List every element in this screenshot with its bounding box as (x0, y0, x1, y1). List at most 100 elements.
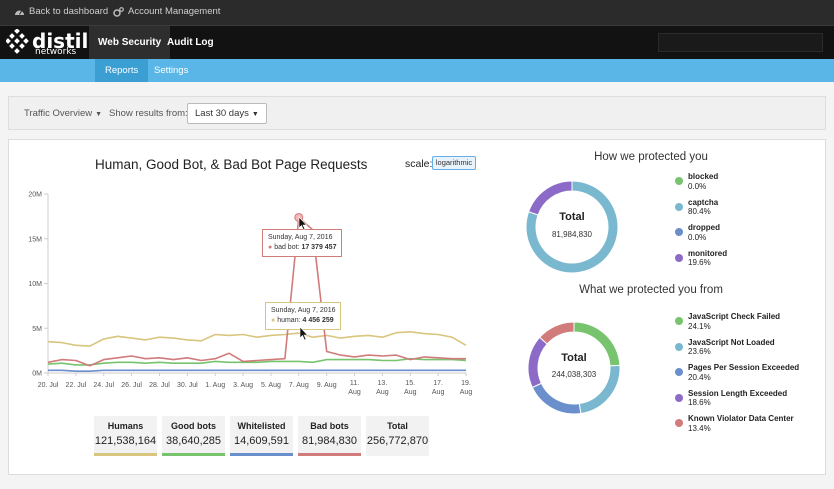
chart-title: Human, Good Bot, & Bad Bot Page Requests (95, 157, 368, 172)
legend-pct: 18.6% (688, 398, 711, 407)
y-tick-label: 5M (32, 326, 42, 333)
caret-down-icon: ▼ (251, 111, 259, 118)
total-whitelisted: Whitelisted 14,609,591 (230, 416, 293, 456)
legend-item[interactable]: JavaScript Not Loaded 23.6% (688, 338, 775, 357)
x-tick-label: 11. Aug (348, 380, 361, 396)
x-tick-label: 13. Aug (376, 380, 389, 396)
y-tick-label: 10M (28, 281, 42, 288)
traffic-overview-dropdown[interactable]: Traffic Overview ▼ (24, 108, 102, 119)
nav-search-box[interactable] (658, 33, 823, 52)
legend-item[interactable]: captcha 80.4% (688, 198, 718, 217)
total-value: 81,984,830 (301, 435, 358, 447)
legend-pct: 0.0% (688, 232, 707, 242)
x-tick-label: 28. Jul (149, 382, 170, 389)
legend-item[interactable]: Session Length Exceeded 18.6% (688, 389, 787, 408)
tab-reports[interactable]: Reports (95, 59, 149, 82)
tooltip-bad-bot: Sunday, Aug 7, 2016 ● bad bot: 17 379 45… (262, 229, 343, 257)
legend-item[interactable]: monitored 19.6% (688, 249, 727, 268)
legend-item[interactable]: dropped 0.0% (688, 223, 720, 242)
show-results-label: Show results from: (109, 108, 188, 119)
total-label: Whitelisted (237, 421, 286, 431)
underline-whitelisted (230, 453, 293, 456)
tab-settings[interactable]: Settings (154, 65, 189, 76)
legend-pct: 23.6% (688, 347, 711, 356)
x-tick-label: 15. Aug (404, 380, 417, 396)
brand-name: distil (32, 29, 89, 53)
caret-down-icon: ▼ (95, 111, 103, 118)
legend-pct: 20.4% (688, 372, 711, 382)
series-line-good-bots (47, 357, 467, 366)
legend-name: JavaScript Check Failed (688, 312, 781, 321)
donut1-center-value: 81,984,830 (551, 230, 593, 239)
legend-item[interactable]: blocked 0.0% (688, 172, 718, 191)
account-management-link[interactable]: Account Management (113, 6, 220, 17)
sub-navbar: Reports Settings (0, 59, 834, 82)
x-tick-label: 22. Jul (66, 382, 87, 389)
donut-slice-known-violator-data-center[interactable] (539, 321, 575, 345)
legend-item[interactable]: JavaScript Check Failed 24.1% (688, 312, 780, 331)
main-navbar: distil networks Web Security Audit Log (0, 25, 834, 59)
tab-web-security[interactable]: Web Security (89, 26, 171, 59)
donut-slice-monitored[interactable] (527, 180, 573, 216)
date-range-dropdown[interactable]: Last 30 days ▼ (187, 103, 267, 124)
legend-dot (675, 177, 683, 185)
total-value: 256,772,870 (366, 435, 429, 447)
donut-slice-captcha[interactable] (525, 180, 619, 274)
legend-item[interactable]: Known Violator Data Center 13.4% (688, 414, 794, 433)
legend-dot (675, 368, 683, 376)
total-humans: Humans 121,538,164 (94, 416, 157, 456)
total-label: Total (387, 421, 408, 431)
distil-logo[interactable]: distil networks (6, 28, 88, 58)
x-tick-label: 19. Aug (460, 380, 473, 396)
traffic-overview-label: Traffic Overview (24, 108, 93, 119)
bullet-icon: ● (271, 317, 276, 324)
legend-dot (675, 393, 683, 402)
total-label: Humans (107, 421, 144, 431)
scale-select[interactable]: logarithmic (432, 156, 476, 170)
total-bad-bots: Bad bots 81,984,830 (298, 416, 361, 456)
legend-item[interactable]: Pages Per Session Exceeded 20.4% (688, 363, 799, 382)
x-tick-label: 20. Jul (38, 382, 59, 389)
x-tick-label: 30. Jul (177, 382, 198, 389)
scale-label: scale: (405, 158, 433, 170)
donut1-title: How we protected you (594, 151, 708, 163)
legend-dot (675, 202, 683, 211)
x-tick-label: 7. Aug (289, 382, 309, 389)
total-good-bots: Good bots 38,640,285 (162, 416, 225, 456)
legend-name: monitored (688, 248, 728, 258)
underline-good-bots (162, 453, 225, 456)
totals-row: Humans 121,538,164 Good bots 38,640,285 Wh… (94, 416, 429, 456)
date-range-value: Last 30 days (195, 108, 249, 119)
back-to-dashboard-link[interactable]: Back to dashboard (14, 6, 108, 17)
donut2-title: What we protected you from (579, 284, 723, 296)
legend-name: blocked (688, 172, 719, 181)
legend-pct: 0.0% (688, 181, 707, 191)
back-to-dashboard-label: Back to dashboard (29, 6, 109, 17)
legend-dot (675, 317, 683, 325)
tab-audit-log[interactable]: Audit Log (167, 37, 214, 48)
series-line-bad-bots (47, 216, 466, 367)
legend-pct: 80.4% (688, 207, 711, 216)
legend-pct: 13.4% (688, 423, 711, 433)
x-tick-label: 1. Aug (205, 382, 225, 389)
legend-dot (675, 342, 683, 351)
y-tick-label: 20M (28, 192, 42, 199)
tooltip-date: Sunday, Aug 7, 2016 (268, 234, 333, 241)
bullet-icon: ● (268, 244, 273, 251)
total-label: Bad bots (310, 421, 349, 431)
donut2-chart (527, 321, 621, 415)
legend-pct: 24.1% (688, 321, 711, 331)
top-bar: Back to dashboard Account Management (0, 0, 834, 25)
total-all: Total 256,772,870 (366, 416, 429, 456)
hover-point[interactable] (294, 212, 304, 222)
donut-slice-pages-per-session-exceeded[interactable] (531, 382, 582, 415)
y-tick-label: 15M (28, 236, 42, 243)
legend-dot (675, 419, 683, 427)
donut1-center-label: Total (559, 211, 585, 223)
donut2-center-value: 244,038,303 (551, 370, 597, 379)
total-label: Good bots (171, 421, 216, 431)
legend-name: dropped (688, 223, 720, 232)
tooltip-series: bad bot (274, 244, 298, 251)
tooltip-series: human (277, 317, 299, 324)
